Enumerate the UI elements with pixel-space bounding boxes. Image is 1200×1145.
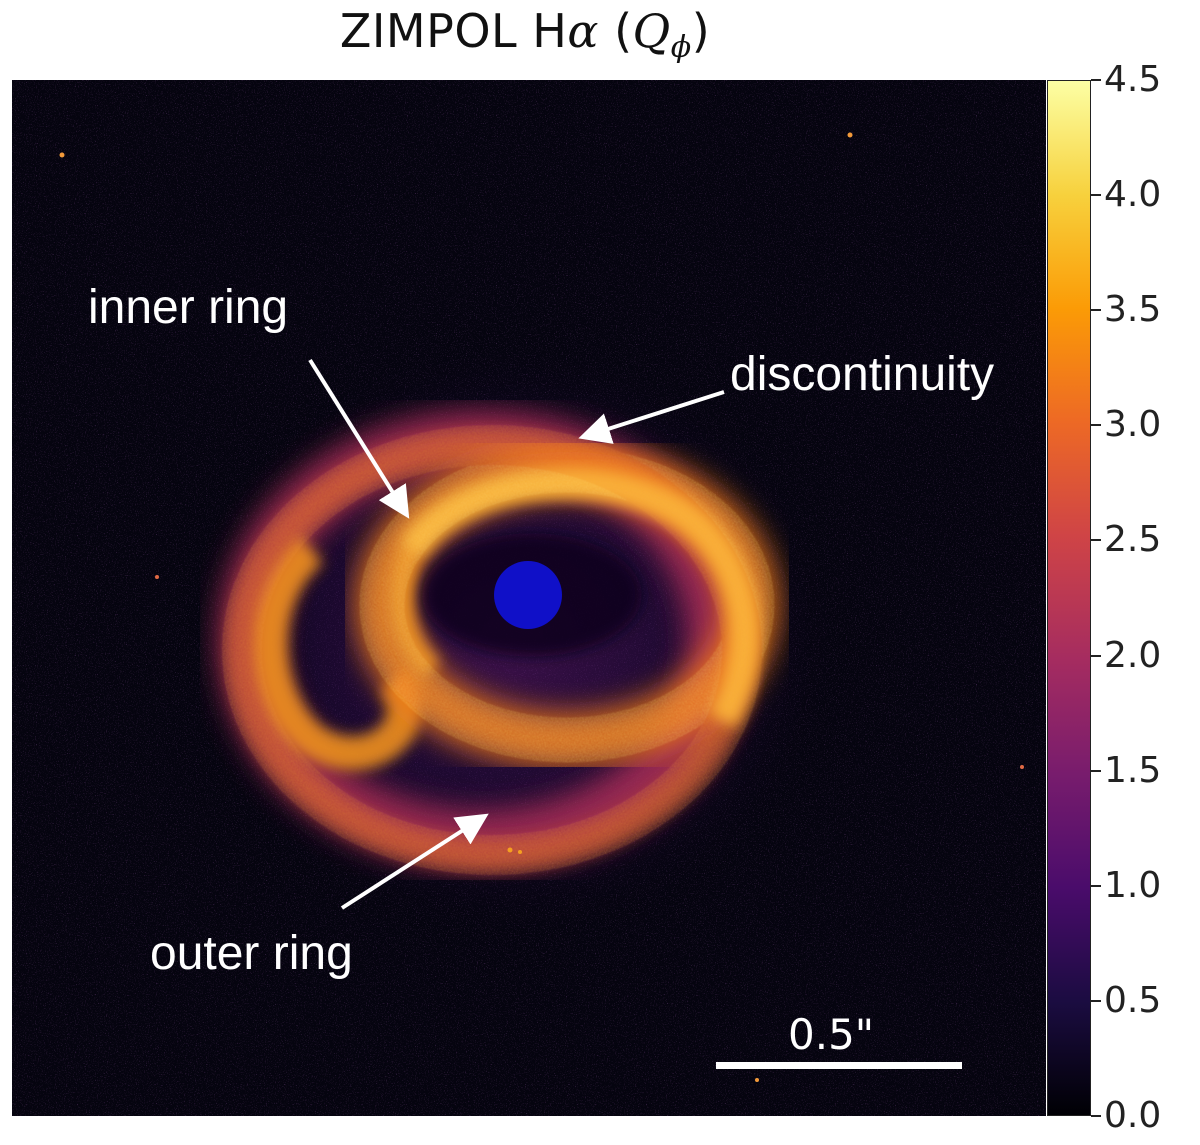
colorbar xyxy=(1047,80,1091,1116)
colorbar-tick-label: 3.5 xyxy=(1104,289,1162,331)
outer-ring-arrow xyxy=(340,813,489,910)
polarimetric-image: inner ring discontinuity outer ring 0.5" xyxy=(12,80,1046,1116)
disk-image-svg xyxy=(12,80,1046,1116)
colorbar-tick xyxy=(1091,769,1101,772)
colorbar-tick-label: 4.5 xyxy=(1104,59,1162,100)
colorbar-tick xyxy=(1091,1115,1101,1117)
colorbar-tick xyxy=(1091,999,1101,1002)
figure-title: ZIMPOL Hα (Qϕ) xyxy=(339,4,711,66)
annotation-outer-ring: outer ring xyxy=(150,927,353,980)
scale-bar-label: 0.5" xyxy=(788,1010,875,1059)
scale-bar xyxy=(716,1062,962,1069)
colorbar-tick-label: 1.0 xyxy=(1104,864,1162,906)
colorbar-tick xyxy=(1091,654,1101,657)
colorbar-tick xyxy=(1091,309,1101,312)
colorbar-tick-label: 3.0 xyxy=(1104,404,1162,446)
colorbar-tick-label: 2.0 xyxy=(1104,634,1162,676)
inner-ring-arrow xyxy=(308,358,410,519)
colorbar-tick xyxy=(1091,194,1101,197)
annotation-inner-ring: inner ring xyxy=(88,281,289,334)
coronagraph-mask xyxy=(494,561,562,629)
colorbar-tick xyxy=(1091,79,1101,81)
annotation-discontinuity: discontinuity xyxy=(730,348,995,401)
colorbar-tick-label: 2.5 xyxy=(1104,519,1162,561)
colorbar-tick-label: 0.0 xyxy=(1104,1095,1162,1136)
colorbar-tick xyxy=(1091,424,1101,427)
colorbar-tick xyxy=(1091,884,1101,887)
colorbar-tick-label: 1.5 xyxy=(1104,749,1162,791)
colorbar-tick xyxy=(1091,539,1101,542)
discontinuity-arrow xyxy=(578,390,725,444)
colorbar-tick-label: 4.0 xyxy=(1104,174,1162,216)
colorbar-tick-label: 0.5 xyxy=(1104,979,1162,1021)
